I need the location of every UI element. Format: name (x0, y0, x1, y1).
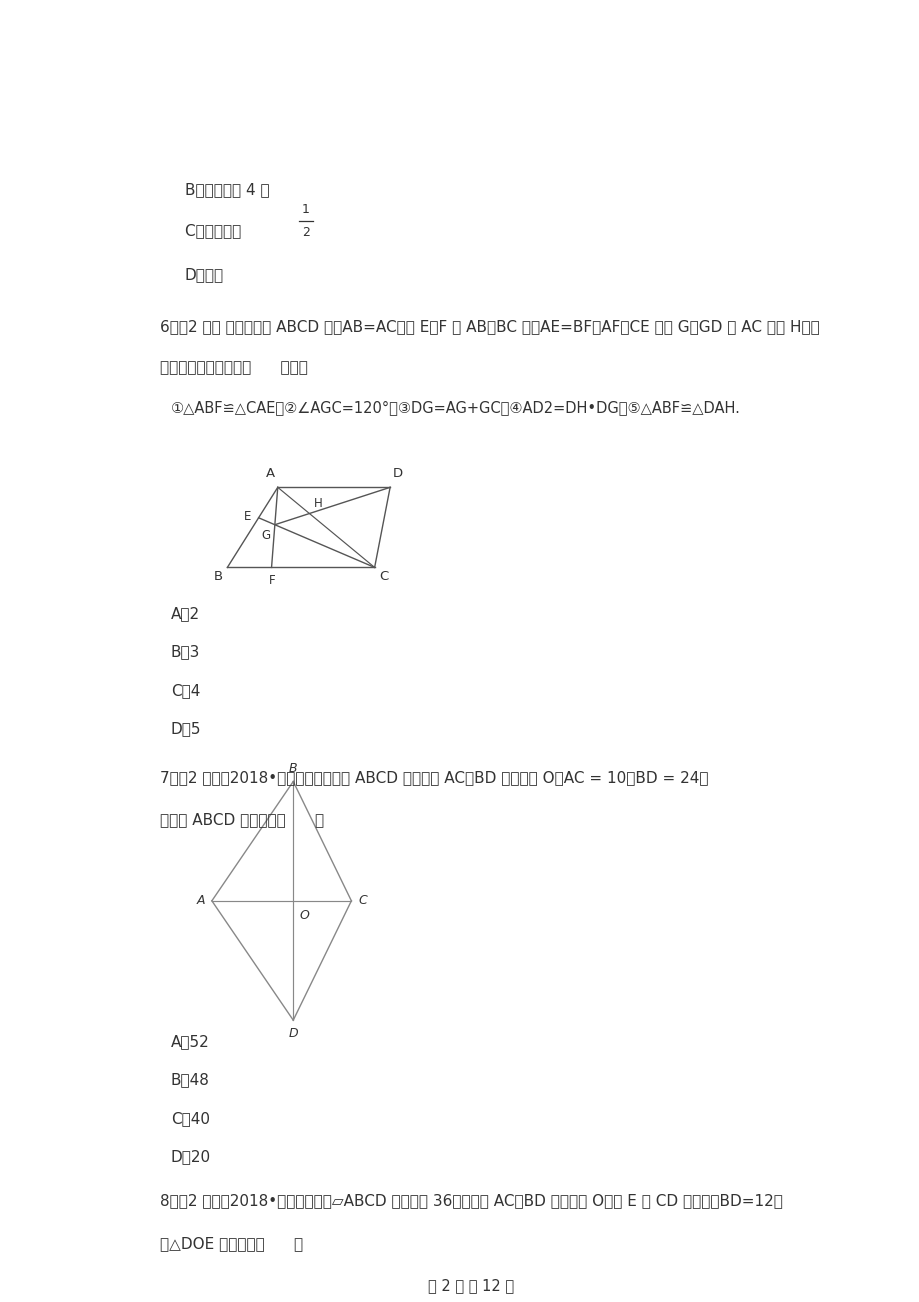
Text: D．5: D．5 (171, 721, 201, 737)
Text: C．4: C．4 (171, 684, 200, 698)
Text: B: B (289, 762, 297, 775)
Text: 下列结论中成立的有（      ）个．: 下列结论中成立的有（ ）个． (160, 361, 308, 375)
Text: 8．（2 分）（2018•海南）如图，▱ABCD 的周长为 36，对角线 AC、BD 相交于点 O，点 E 是 CD 的中点，BD=12，: 8．（2 分）（2018•海南）如图，▱ABCD 的周长为 36，对角线 AC、… (160, 1194, 782, 1208)
Text: D．不变: D．不变 (185, 267, 223, 283)
Text: A: A (196, 894, 205, 907)
Text: E: E (244, 509, 251, 522)
Text: ①△ABF≌△CAE；②∠AGC=120°；③DG=AG+GC；④AD2=DH•DG；⑤△ABF≌△DAH.: ①△ABF≌△CAE；②∠AGC=120°；③DG=AG+GC；④AD2=DH•… (171, 400, 740, 415)
Text: 则菱形 ABCD 的周长为（      ）: 则菱形 ABCD 的周长为（ ） (160, 812, 323, 827)
Text: 7．（2 分）（2018•孝感）如图，菱形 ABCD 的对角线 AC，BD 相交于点 O，AC = 10，BD = 24，: 7．（2 分）（2018•孝感）如图，菱形 ABCD 的对角线 AC，BD 相交… (160, 769, 708, 785)
Text: 6．（2 分） 如图，菱形 ABCD 中，AB=AC，点 E，F 在 AB，BC 上，AE=BF，AF，CE 交于 G，GD 和 AC 交于 H，则: 6．（2 分） 如图，菱形 ABCD 中，AB=AC，点 E，F 在 AB，BC… (160, 319, 819, 335)
Text: 2: 2 (301, 225, 310, 238)
Text: B: B (213, 570, 222, 583)
Text: D: D (392, 467, 403, 480)
Text: A．2: A．2 (171, 605, 199, 621)
Text: G: G (262, 530, 271, 543)
Text: A．52: A．52 (171, 1034, 210, 1049)
Text: 1: 1 (301, 203, 310, 216)
Text: B．48: B．48 (171, 1073, 210, 1087)
Text: 第 2 页 共 12 页: 第 2 页 共 12 页 (428, 1279, 514, 1293)
Text: 则△DOE 的周长为（      ）: 则△DOE 的周长为（ ） (160, 1236, 302, 1251)
Text: H: H (313, 497, 323, 510)
Text: C．是原来的: C．是原来的 (185, 223, 245, 238)
Text: C: C (358, 894, 367, 907)
Text: A: A (266, 467, 275, 480)
Text: D．20: D．20 (171, 1150, 210, 1164)
Text: B．3: B．3 (171, 644, 200, 659)
Text: C: C (379, 570, 388, 583)
Text: F: F (268, 574, 276, 587)
Text: O: O (299, 909, 309, 922)
Text: D: D (289, 1027, 298, 1040)
Text: C．40: C．40 (171, 1111, 210, 1126)
Text: B．是原来的 4 倍: B．是原来的 4 倍 (185, 182, 269, 198)
